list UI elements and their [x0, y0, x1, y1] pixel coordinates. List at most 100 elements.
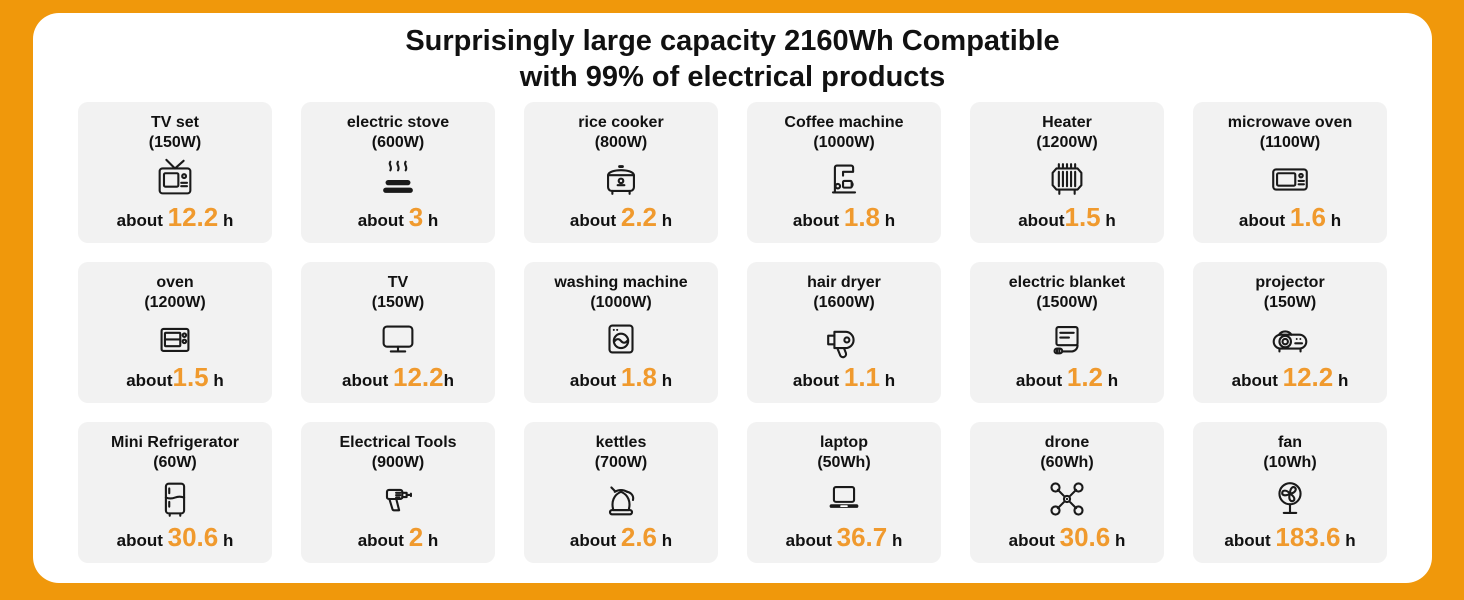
title-line-2: with 99% of electrical products — [519, 61, 946, 93]
card-head: hair dryer (1600W) — [807, 273, 881, 313]
rice-cooker-icon — [598, 156, 644, 202]
runtime-prefix: about — [1015, 371, 1067, 390]
appliance-power: (150W) — [148, 134, 202, 151]
runtime-hours: 2.6 — [620, 522, 658, 552]
appliance-name: electric blanket — [1008, 274, 1126, 291]
runtime-unit: h — [657, 371, 673, 390]
electrical-tools-icon — [375, 476, 421, 522]
runtime-prefix: about — [357, 531, 409, 550]
appliance-name: laptop — [819, 434, 868, 451]
runtime-label: about 1.5 h — [1018, 204, 1116, 231]
appliance-power: (1000W) — [590, 294, 652, 311]
card-heater: Heater (1200W) about 1.5 h — [970, 102, 1164, 243]
appliance-grid: TV set (150W) about 12.2 h electric stov… — [78, 102, 1387, 563]
card-rice-cooker: rice cooker (800W) about 2.2 h — [524, 102, 718, 243]
card-fan: fan (10Wh) about 183.6 h — [1193, 422, 1387, 563]
appliance-power: (60W) — [153, 454, 197, 471]
appliance-name: TV set — [150, 114, 199, 131]
runtime-label: about 2.2 h — [570, 204, 672, 231]
card-head: electric blanket (1500W) — [1009, 273, 1126, 313]
card-projector: projector (150W) about 12.2 h — [1193, 262, 1387, 403]
card-head: rice cooker (800W) — [578, 113, 663, 153]
appliance-power: (1500W) — [1036, 294, 1098, 311]
card-tv: TV (150W) about 12.2 h — [301, 262, 495, 403]
runtime-prefix: about — [785, 531, 837, 550]
runtime-unit: h — [218, 531, 234, 550]
card-head: electric stove (600W) — [347, 113, 449, 153]
runtime-hours: 183.6 — [1275, 522, 1341, 552]
mini-refrigerator-icon — [152, 476, 198, 522]
appliance-name: Mini Refrigerator — [110, 434, 239, 451]
washing-machine-icon — [598, 316, 644, 362]
card-head: kettles (700W) — [595, 433, 647, 473]
card-head: oven (1200W) — [144, 273, 205, 313]
card-laptop: laptop (50Wh) about 36.7 h — [747, 422, 941, 563]
runtime-unit: h — [1103, 371, 1119, 390]
runtime-unit: h — [880, 371, 896, 390]
electric-stove-icon — [375, 156, 421, 202]
runtime-label: about 1.5 h — [126, 364, 224, 391]
laptop-icon — [821, 476, 867, 522]
appliance-name: washing machine — [554, 274, 688, 291]
appliance-name: fan — [1277, 434, 1302, 451]
runtime-hours: 1.2 — [1066, 362, 1104, 392]
microwave-oven-icon — [1267, 156, 1313, 202]
runtime-prefix: about — [1231, 371, 1283, 390]
card-washing-machine: washing machine (1000W) about 1.8 h — [524, 262, 718, 403]
runtime-label: about 12.2 h — [342, 364, 454, 391]
card-head: washing machine (1000W) — [554, 273, 687, 313]
coffee-machine-icon — [821, 156, 867, 202]
runtime-hours: 1.5 — [172, 362, 209, 392]
heater-icon — [1044, 156, 1090, 202]
runtime-unit: h — [208, 371, 224, 390]
runtime-label: about 1.8 h — [793, 204, 895, 231]
runtime-hours: 3 — [408, 202, 424, 232]
runtime-prefix: about — [1238, 211, 1290, 230]
card-oven: oven (1200W) about 1.5 h — [78, 262, 272, 403]
runtime-hours: 1.5 — [1064, 202, 1101, 232]
runtime-label: about 30.6 h — [117, 524, 234, 551]
card-head: Coffee machine (1000W) — [784, 113, 903, 153]
runtime-unit: h — [218, 211, 234, 230]
card-kettle: kettles (700W) about 2.6 h — [524, 422, 718, 563]
appliance-power: (50Wh) — [817, 454, 871, 471]
appliance-name: projector — [1255, 274, 1325, 291]
runtime-prefix: about — [569, 371, 621, 390]
runtime-hours: 1.8 — [843, 202, 881, 232]
runtime-label: about 1.1 h — [793, 364, 895, 391]
appliance-name: Electrical Tools — [339, 434, 457, 451]
runtime-label: about 36.7 h — [786, 524, 903, 551]
runtime-prefix: about — [792, 211, 844, 230]
runtime-prefix: about — [126, 371, 173, 390]
runtime-label: about 1.8 h — [570, 364, 672, 391]
runtime-unit: h — [443, 371, 454, 390]
card-head: TV (150W) — [372, 273, 424, 313]
runtime-unit: h — [1326, 211, 1342, 230]
card-electric-blanket: electric blanket (1500W) about 1.2 h — [970, 262, 1164, 403]
runtime-hours: 2.2 — [620, 202, 658, 232]
runtime-label: about 12.2 h — [117, 204, 234, 231]
hair-dryer-icon — [821, 316, 867, 362]
runtime-prefix: about — [792, 371, 844, 390]
appliance-power: (1200W) — [1036, 134, 1098, 151]
fan-icon — [1267, 476, 1313, 522]
appliance-name: hair dryer — [807, 274, 881, 291]
runtime-label: about 1.6 h — [1239, 204, 1341, 231]
runtime-prefix: about — [569, 211, 621, 230]
runtime-label: about 2.6 h — [570, 524, 672, 551]
appliance-power: (1200W) — [144, 294, 206, 311]
appliance-power: (1100W) — [1259, 134, 1321, 151]
appliance-power: (1600W) — [813, 294, 875, 311]
page-title: Surprisingly large capacity 2160Wh Compa… — [33, 23, 1432, 95]
card-hair-dryer: hair dryer (1600W) about 1.1 h — [747, 262, 941, 403]
card-tv-set: TV set (150W) about 12.2 h — [78, 102, 272, 243]
card-electric-stove: electric stove (600W) about 3 h — [301, 102, 495, 243]
tv-icon — [375, 316, 421, 362]
runtime-hours: 1.1 — [843, 362, 881, 392]
appliance-power: (60Wh) — [1040, 454, 1094, 471]
runtime-unit: h — [1340, 531, 1356, 550]
appliance-power: (600W) — [371, 134, 425, 151]
oven-icon — [152, 316, 198, 362]
runtime-unit: h — [1110, 531, 1126, 550]
